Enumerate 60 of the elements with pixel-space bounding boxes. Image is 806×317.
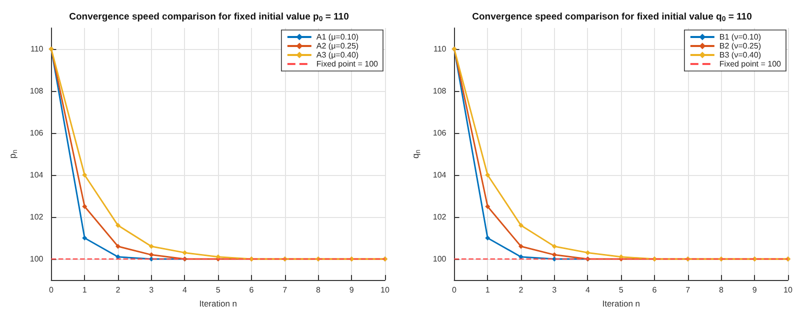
point xyxy=(82,204,88,209)
legend-label: Fixed point = 100 xyxy=(719,60,782,68)
legend-label: Fixed point = 100 xyxy=(316,60,379,68)
x-tick-label: 6 xyxy=(249,286,254,294)
y-tick-label: 104 xyxy=(432,170,447,180)
x-tick-label: 0 xyxy=(452,286,458,294)
point xyxy=(518,244,524,249)
y-tick-label: 110 xyxy=(30,44,44,54)
x-tick-label: 4 xyxy=(182,286,188,294)
x-tick-label: 8 xyxy=(719,286,724,294)
point xyxy=(485,236,490,240)
y-tick-label: 108 xyxy=(432,86,447,96)
legend-label: B2 (ν=0.25) xyxy=(719,42,762,50)
legend-label: B3 (ν=0.40) xyxy=(719,50,762,60)
x-tick-label: 10 xyxy=(784,286,793,294)
point xyxy=(116,222,120,228)
x-axis-title: Iteration n xyxy=(199,298,238,308)
legend-label: A3 (μ=0.40) xyxy=(316,50,359,60)
x-tick-label: 4 xyxy=(586,286,591,294)
x-tick-label: 9 xyxy=(349,286,354,294)
x-tick-label: 9 xyxy=(752,286,758,294)
x-tick-label: 3 xyxy=(149,286,154,294)
x-tick-label: 2 xyxy=(518,286,524,294)
point xyxy=(552,244,557,249)
y-tick-label: 106 xyxy=(432,128,447,138)
x-tick-label: 3 xyxy=(552,286,558,294)
legend-label: A2 (μ=0.25) xyxy=(316,42,359,50)
y-tick-label: 100 xyxy=(432,254,447,264)
y-tick-label: 106 xyxy=(30,128,44,138)
point xyxy=(485,172,490,178)
point xyxy=(148,244,154,249)
x-tick-label: 2 xyxy=(116,286,121,294)
x-tick-label: 5 xyxy=(216,286,221,294)
x-tick-label: 6 xyxy=(652,286,658,294)
x-axis-title: Iteration n xyxy=(602,298,640,308)
y-tick-label: 102 xyxy=(432,212,447,222)
x-tick-label: 0 xyxy=(49,286,54,294)
x-tick-label: 1 xyxy=(485,286,490,294)
point xyxy=(485,204,490,209)
point xyxy=(182,250,188,256)
y-tick-label: 102 xyxy=(30,212,44,222)
x-tick-label: 5 xyxy=(618,286,624,294)
point xyxy=(116,244,120,249)
point xyxy=(82,236,88,240)
point xyxy=(552,252,557,258)
x-tick-label: 1 xyxy=(82,286,88,294)
x-tick-label: 7 xyxy=(282,286,288,294)
point xyxy=(82,172,88,178)
x-tick-label: 10 xyxy=(380,286,390,294)
y-tick-label: 110 xyxy=(433,44,447,54)
point xyxy=(148,252,154,258)
y-tick-label: 108 xyxy=(30,86,44,96)
x-tick-label: 7 xyxy=(686,286,691,294)
legend-label: A1 (μ=0.10) xyxy=(316,32,359,42)
y-tick-label: 100 xyxy=(30,254,44,264)
point xyxy=(585,250,590,256)
point xyxy=(518,222,524,228)
x-tick-label: 8 xyxy=(316,286,322,294)
y-tick-label: 104 xyxy=(30,170,44,180)
legend-label: B1 (ν=0.10) xyxy=(719,32,762,42)
